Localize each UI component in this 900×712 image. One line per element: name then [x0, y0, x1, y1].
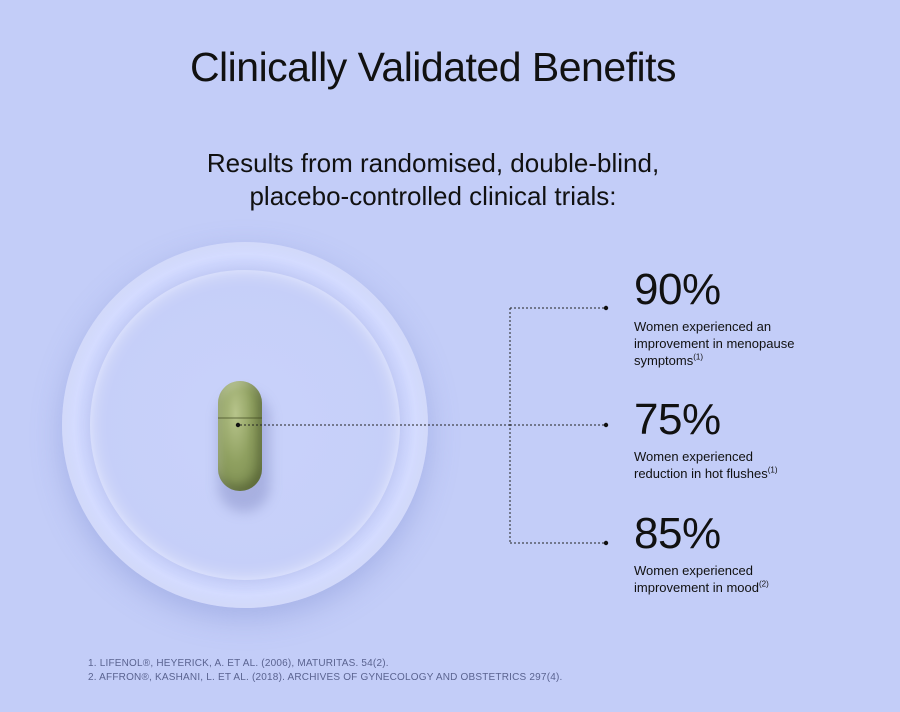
subtitle-line-1: Results from randomised, double-blind,	[206, 148, 660, 178]
stat-description-text-2: Women experienced reduction in hot flush…	[634, 449, 768, 481]
stat-value-3: 85%	[634, 509, 721, 558]
stat-block-2: 75% Women experienced reduction in hot f…	[634, 396, 884, 482]
stat-value-1: 90%	[634, 265, 721, 314]
capsule-anchor-dot	[235, 422, 241, 428]
stat-description-2: Women experienced reduction in hot flush…	[634, 448, 804, 482]
connector-dot-3	[603, 540, 609, 546]
stat-reference-1: (1)	[693, 352, 704, 362]
connector-dot-2	[603, 422, 609, 428]
footnotes: 1. LIFENOL®, HEYERICK, A. ET AL. (2006),…	[88, 657, 868, 685]
stat-description-text-1: Women experienced an improvement in meno…	[634, 319, 795, 368]
page-subtitle: Results from randomised, double-blind, p…	[150, 147, 716, 213]
page-title: Clinically Validated Benefits	[189, 44, 677, 90]
footnote-2: 2. AFFRON®, KASHANI, L. ET AL. (2018). A…	[88, 672, 563, 683]
stat-reference-2: (1)	[767, 465, 778, 475]
subtitle-line-2: placebo-controlled clinical trials:	[249, 181, 617, 211]
capsule-image	[218, 381, 262, 491]
stat-reference-3: (2)	[759, 579, 769, 589]
capsule-seam	[218, 417, 262, 419]
footnote-1: 1. LIFENOL®, HEYERICK, A. ET AL. (2006),…	[88, 658, 389, 669]
connector-dot-1	[603, 305, 609, 311]
stat-value-2: 75%	[634, 395, 721, 444]
stat-block-3: 85% Women experienced improvement in moo…	[634, 510, 884, 596]
stat-block-1: 90% Women experienced an improvement in …	[634, 266, 884, 369]
stat-description-text-3: Women experienced improvement in mood	[634, 563, 759, 595]
stat-description-3: Women experienced improvement in mood(2)	[634, 562, 804, 596]
stat-description-1: Women experienced an improvement in meno…	[634, 318, 804, 369]
